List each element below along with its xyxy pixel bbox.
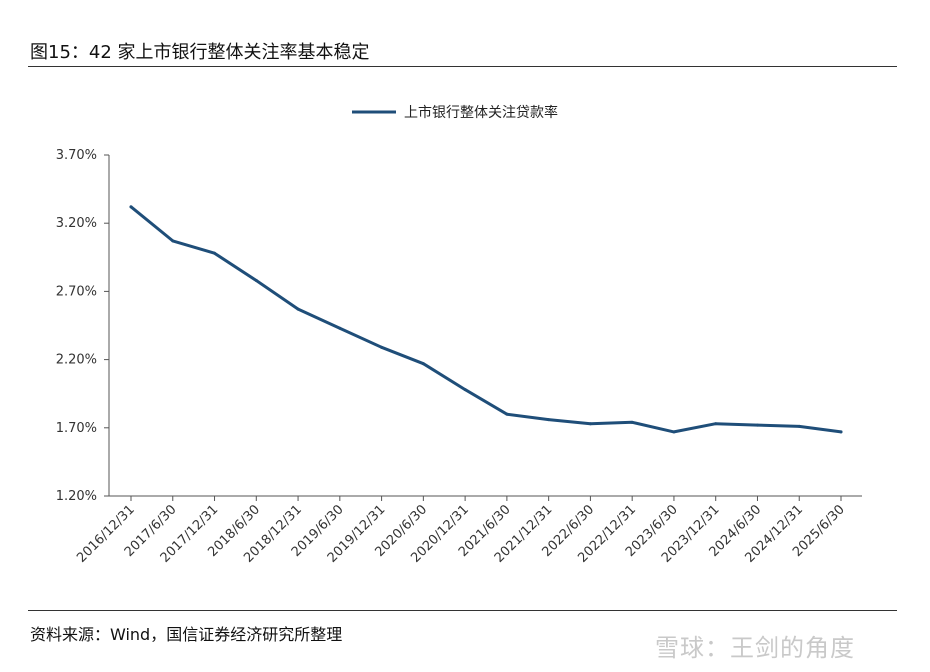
y-tick-label: 2.70% <box>56 284 97 299</box>
data-point <box>463 388 467 392</box>
y-tick-label: 3.70% <box>56 148 97 163</box>
data-point <box>547 418 551 422</box>
data-point <box>505 412 509 416</box>
data-point <box>129 205 133 209</box>
data-point <box>296 307 300 311</box>
data-point <box>839 430 843 434</box>
x-axis: 2016/12/312017/6/302017/12/312018/6/3020… <box>74 495 862 566</box>
data-point <box>338 326 342 330</box>
data-point <box>755 423 759 427</box>
data-point <box>421 362 425 366</box>
top-rule <box>28 66 897 67</box>
data-point <box>213 251 217 255</box>
data-point <box>714 422 718 426</box>
y-axis: 1.20% 1.70% 2.20% 2.70% 3.20% 3.70% <box>56 148 110 504</box>
legend-label: 上市银行整体关注贷款率 <box>404 104 558 121</box>
source-note: 资料来源：Wind，国信证券经济研究所整理 <box>30 625 343 644</box>
watermark: 雪球：王剑的角度 <box>655 634 855 662</box>
data-point <box>630 420 634 424</box>
series-layer <box>129 205 843 434</box>
data-point <box>254 278 258 282</box>
data-point <box>171 239 175 243</box>
y-tick-label: 1.70% <box>56 421 97 436</box>
figure-title: 图15：42 家上市银行整体关注率基本稳定 <box>30 42 370 63</box>
data-point <box>380 345 384 349</box>
y-tick-label: 1.20% <box>56 489 97 504</box>
y-tick-label: 2.20% <box>56 353 97 368</box>
data-point <box>797 424 801 428</box>
legend: 上市银行整体关注贷款率 <box>352 104 558 121</box>
series-line <box>129 205 843 434</box>
data-point <box>588 422 592 426</box>
y-tick-label: 3.20% <box>56 216 97 231</box>
data-point <box>672 430 676 434</box>
bottom-rule <box>28 610 897 611</box>
